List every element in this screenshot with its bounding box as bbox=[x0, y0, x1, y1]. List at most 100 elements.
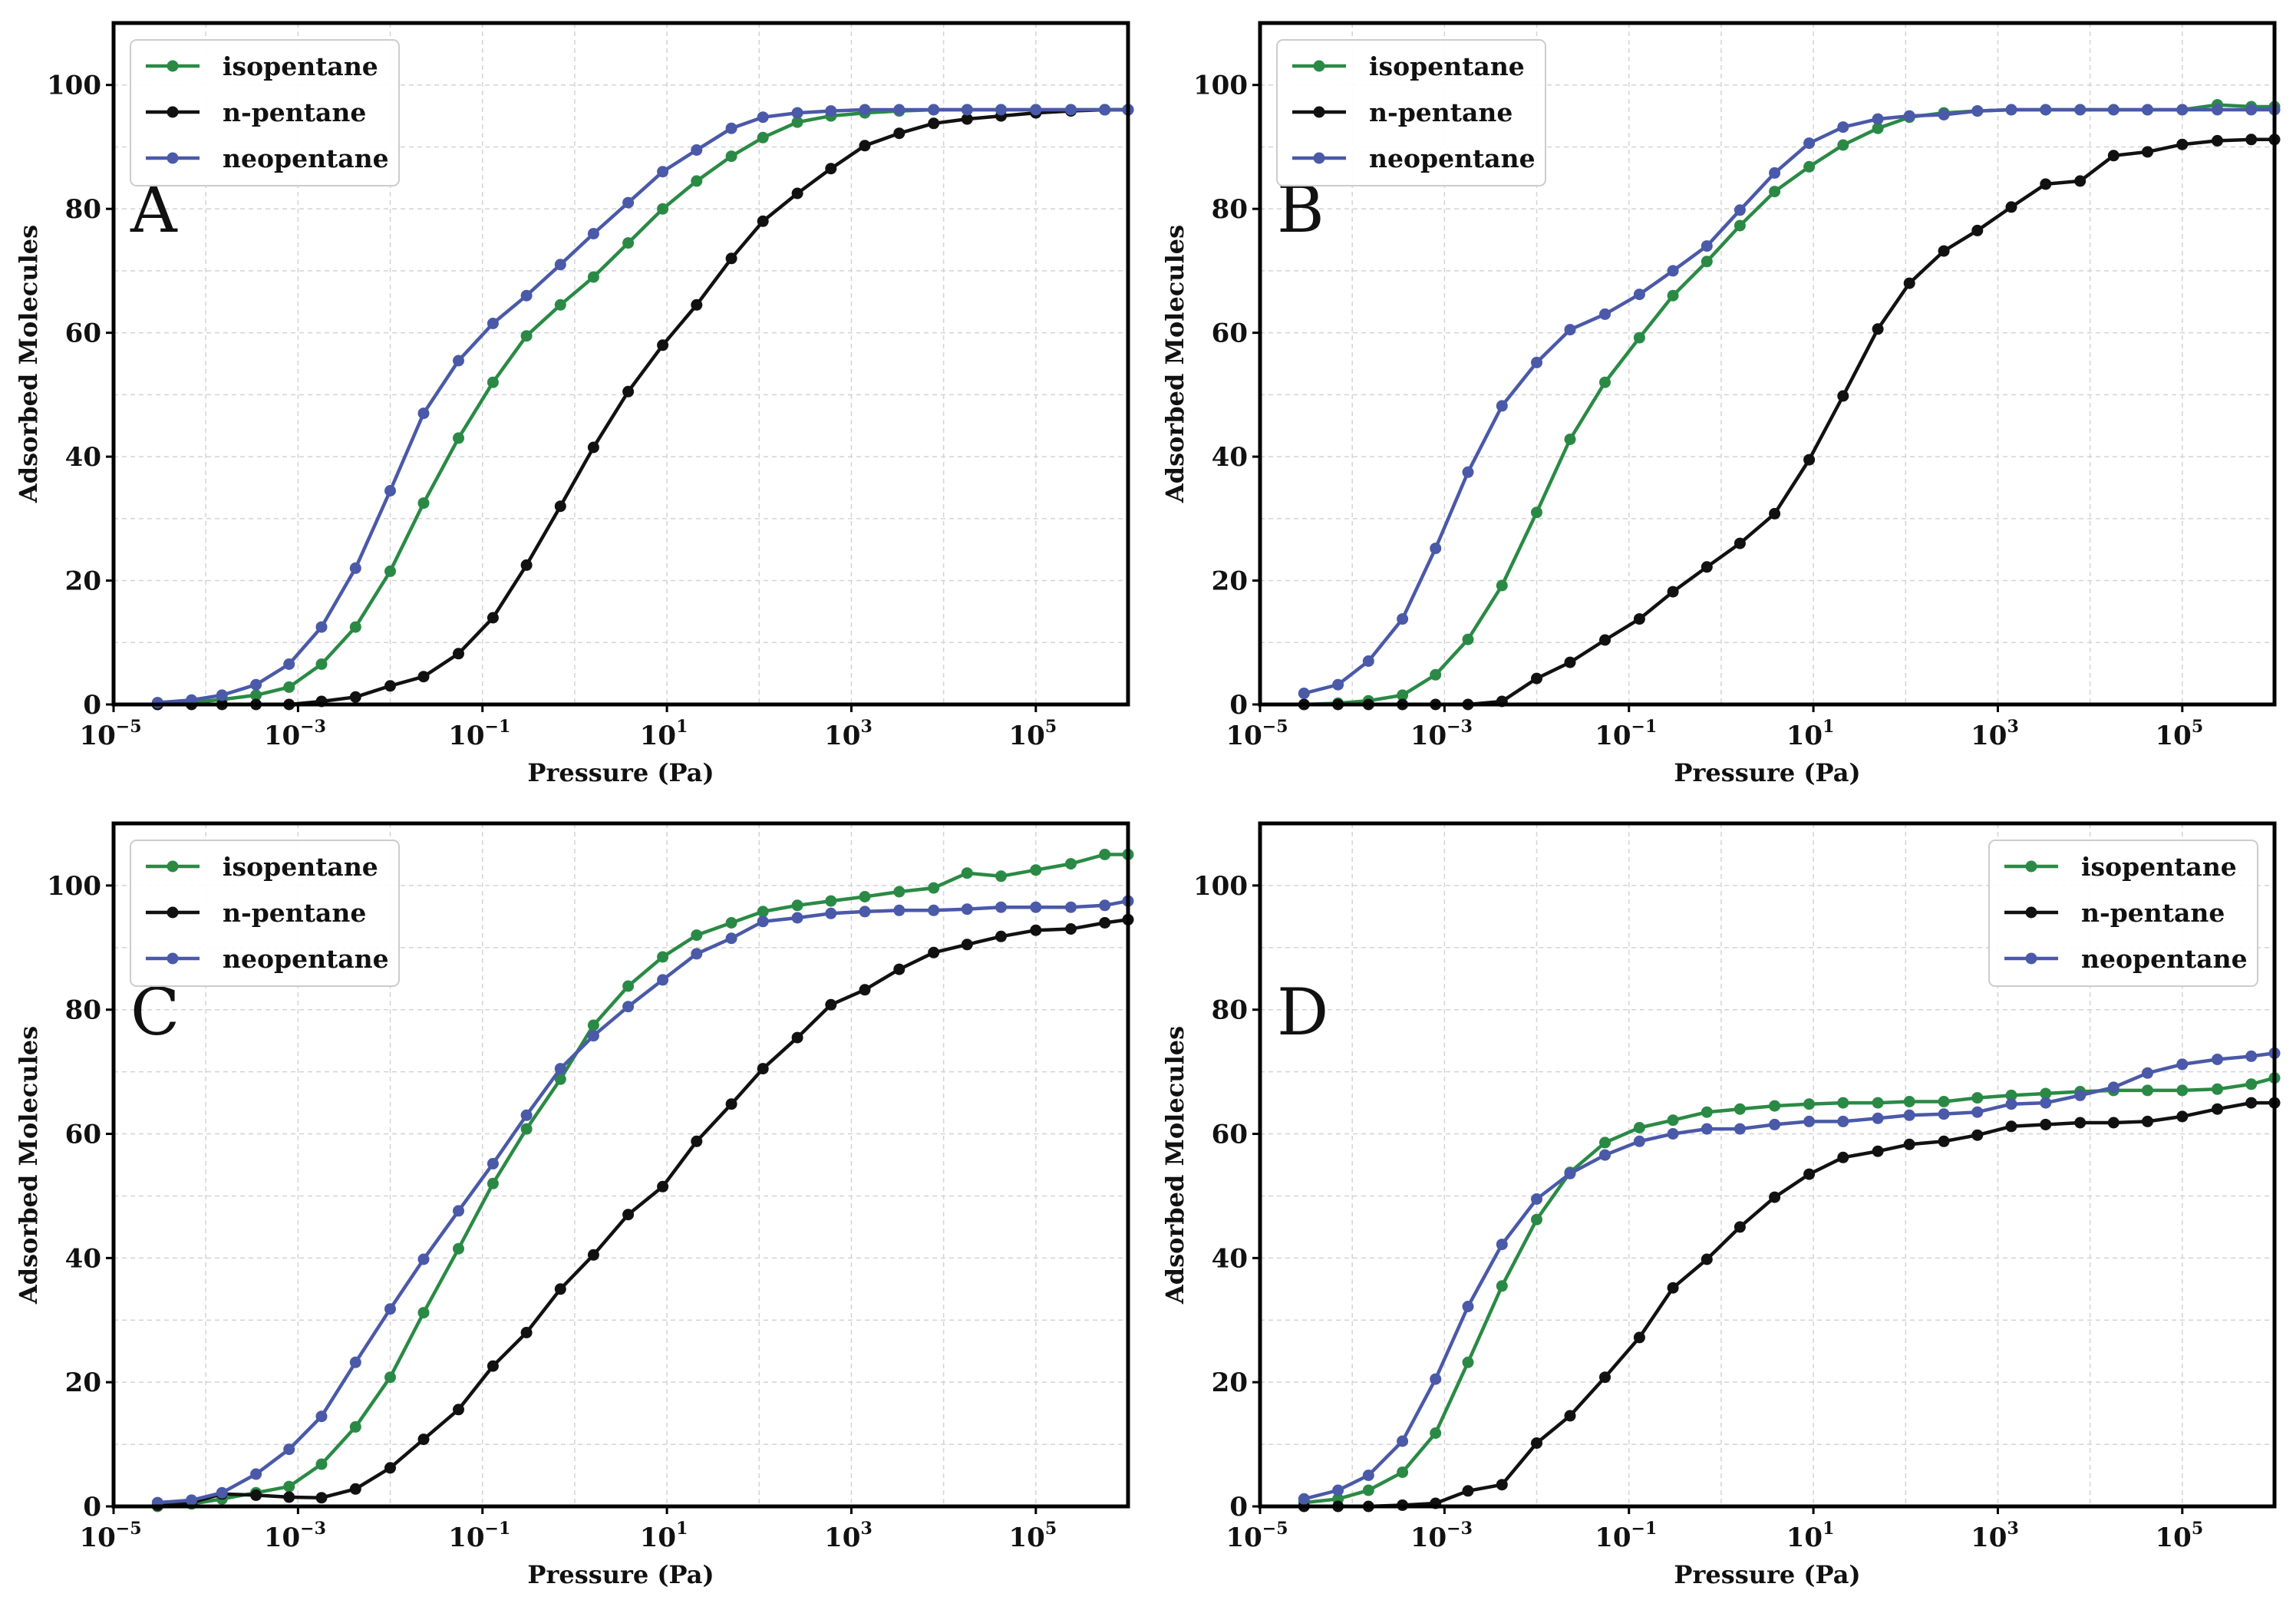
data-point bbox=[554, 1283, 566, 1295]
data-point bbox=[1362, 655, 1374, 667]
series-line-n-pentane bbox=[157, 107, 1128, 707]
x-tick-label: 10−1 bbox=[1595, 1519, 1657, 1553]
x-tick-label: 105 bbox=[2155, 1519, 2203, 1553]
data-point bbox=[893, 104, 906, 116]
data-point bbox=[1531, 356, 1542, 368]
data-point bbox=[757, 215, 769, 227]
data-point bbox=[1803, 1115, 1816, 1127]
data-point bbox=[1462, 1485, 1474, 1497]
series-n-pentane bbox=[151, 913, 1134, 1511]
data-point bbox=[657, 974, 669, 986]
data-point bbox=[2212, 1103, 2223, 1115]
x-tick-exponent: 1 bbox=[676, 717, 688, 737]
data-point bbox=[1633, 332, 1645, 344]
data-point bbox=[928, 104, 940, 116]
data-point bbox=[2212, 1083, 2223, 1095]
y-axis-label: Adsorbed Molecules bbox=[14, 1026, 43, 1305]
legend-label: isopentane bbox=[223, 51, 378, 81]
data-point bbox=[893, 963, 906, 975]
legend-marker bbox=[167, 952, 179, 965]
data-point bbox=[691, 175, 703, 187]
data-point bbox=[1734, 537, 1746, 549]
data-point bbox=[520, 289, 533, 302]
y-tick-label: 0 bbox=[1229, 690, 1248, 721]
series-line-isopentane bbox=[1304, 103, 2275, 707]
data-point bbox=[1397, 1435, 1409, 1447]
data-point bbox=[1837, 121, 1849, 134]
data-point bbox=[2245, 1078, 2258, 1090]
data-point bbox=[487, 612, 499, 624]
data-point bbox=[2005, 1098, 2017, 1110]
data-point bbox=[1872, 113, 1884, 125]
series-neopentane bbox=[151, 895, 1134, 1509]
data-point bbox=[1872, 1097, 1884, 1109]
series-line-isopentane bbox=[1304, 1076, 2275, 1505]
x-tick-exponent: −3 bbox=[300, 1519, 326, 1539]
legend-marker bbox=[167, 60, 179, 72]
data-point bbox=[1903, 1096, 1915, 1107]
data-point bbox=[1938, 1108, 1950, 1120]
data-point bbox=[315, 1458, 328, 1470]
data-point bbox=[283, 658, 295, 670]
x-tick-label: 10−3 bbox=[1410, 1519, 1473, 1553]
data-point bbox=[1667, 586, 1679, 598]
data-point bbox=[859, 906, 871, 918]
data-point bbox=[1837, 1151, 1849, 1163]
x-tick-label: 10−5 bbox=[1226, 717, 1288, 751]
data-point bbox=[995, 104, 1007, 116]
data-point bbox=[2107, 1117, 2120, 1129]
data-point bbox=[1938, 109, 1950, 120]
data-point bbox=[554, 1063, 566, 1075]
data-point bbox=[825, 895, 837, 907]
data-point bbox=[1496, 400, 1508, 412]
data-point bbox=[1803, 454, 1816, 466]
data-point bbox=[1496, 579, 1508, 592]
data-point bbox=[1564, 1167, 1576, 1179]
data-point bbox=[791, 912, 803, 924]
data-point bbox=[1332, 678, 1344, 691]
data-point bbox=[791, 187, 803, 200]
data-point bbox=[1903, 110, 1915, 122]
data-point bbox=[2142, 1115, 2153, 1127]
data-point bbox=[1803, 137, 1816, 150]
data-point bbox=[1430, 543, 1442, 555]
data-point bbox=[384, 1303, 396, 1315]
data-point bbox=[859, 891, 871, 902]
data-point bbox=[315, 621, 328, 633]
data-point bbox=[587, 1249, 599, 1261]
data-point bbox=[859, 984, 871, 996]
data-point bbox=[1397, 1466, 1409, 1478]
data-point bbox=[1734, 219, 1746, 232]
data-point bbox=[1734, 204, 1746, 216]
legend-label: neopentane bbox=[223, 144, 389, 173]
legend-box bbox=[130, 39, 400, 186]
x-tick-exponent: −3 bbox=[300, 717, 326, 737]
x-tick-label: 10−5 bbox=[1226, 1519, 1288, 1553]
data-point bbox=[2245, 134, 2258, 146]
plot-frame bbox=[1258, 21, 2277, 707]
y-tick-label: 0 bbox=[83, 1492, 101, 1523]
y-axis-label: Adsorbed Molecules bbox=[1160, 1026, 1189, 1305]
x-tick-label: 10−3 bbox=[264, 1519, 326, 1553]
x-tick-label: 103 bbox=[1971, 717, 2019, 751]
data-point bbox=[587, 228, 599, 239]
data-point bbox=[1496, 1479, 1508, 1491]
x-tick-label: 101 bbox=[640, 717, 688, 751]
data-point bbox=[2142, 1067, 2153, 1079]
data-point bbox=[1769, 167, 1781, 179]
data-point bbox=[928, 904, 940, 916]
data-point bbox=[1938, 1135, 1950, 1147]
data-point bbox=[487, 318, 499, 329]
data-point bbox=[2176, 104, 2189, 116]
x-tick-exponent: −3 bbox=[1447, 1519, 1473, 1539]
data-point bbox=[2212, 1054, 2223, 1065]
data-point bbox=[554, 259, 566, 271]
x-tick-exponent: 3 bbox=[2007, 1519, 2018, 1539]
data-point bbox=[1462, 633, 1474, 645]
data-point bbox=[691, 948, 703, 960]
data-point bbox=[315, 1410, 328, 1423]
data-point bbox=[1971, 1092, 1984, 1104]
data-point bbox=[622, 1001, 635, 1013]
x-tick-label: 105 bbox=[1008, 1519, 1057, 1553]
